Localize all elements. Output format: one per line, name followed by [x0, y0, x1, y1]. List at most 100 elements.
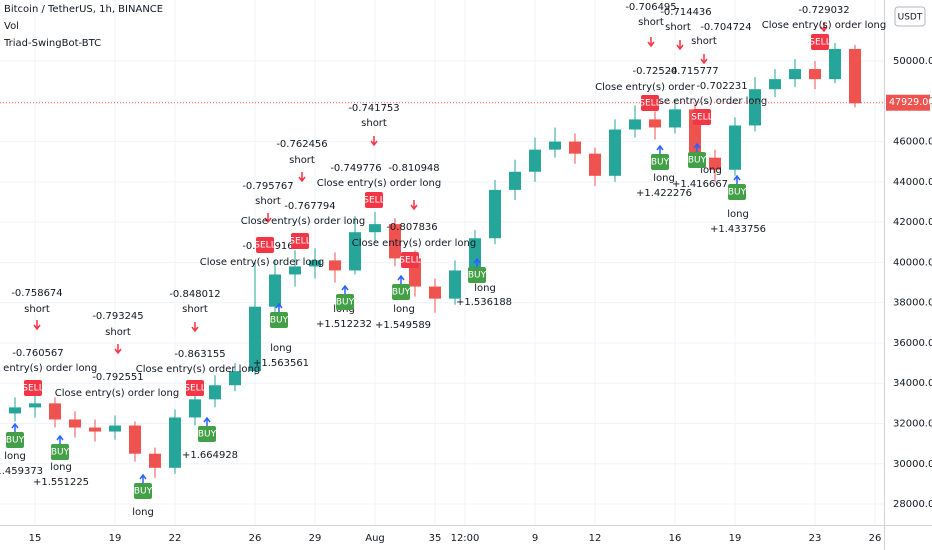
- x-tick-label: 19: [109, 533, 122, 544]
- buy-label: BUY: [336, 298, 355, 308]
- annotation: short: [105, 327, 131, 338]
- annotation: short: [638, 17, 664, 28]
- buy-marker: [198, 426, 216, 442]
- candle-body: [589, 153, 601, 176]
- annotation: long: [727, 209, 749, 220]
- buy-marker: [6, 432, 24, 448]
- x-tick-label: 29: [309, 533, 322, 544]
- last-price-label: 47929.00: [889, 97, 932, 108]
- candle-body: [69, 419, 81, 428]
- x-tick-label: 15: [29, 533, 42, 544]
- annotation: short: [361, 118, 387, 129]
- candle-body: [449, 270, 461, 299]
- sell-label: SELL: [289, 237, 310, 247]
- annotation: -0.729032: [798, 5, 849, 16]
- candle-body: [249, 306, 261, 372]
- indicator-label: Triad-SwingBot-BTC: [3, 38, 101, 49]
- candle-body: [469, 238, 481, 271]
- y-tick-label: 40000.00: [893, 257, 932, 268]
- y-tick-label: 30000.00: [893, 459, 932, 470]
- annotation: -0.706495: [625, 2, 676, 13]
- currency-label[interactable]: USDT: [898, 13, 923, 23]
- candle-body: [129, 425, 141, 454]
- x-tick-label: 35: [429, 533, 442, 544]
- buy-marker: [468, 267, 486, 283]
- candle-body: [29, 403, 41, 408]
- annotation: Close entry(s) order long: [0, 363, 97, 374]
- sell-marker: [641, 95, 659, 111]
- sell-marker: [291, 233, 309, 249]
- annotation: long: [50, 462, 72, 473]
- annotation: -0.848012: [169, 289, 220, 300]
- sell-label: SELL: [691, 113, 712, 123]
- sell-label: SELL: [184, 384, 205, 394]
- candle-body: [109, 425, 121, 432]
- y-tick-label: 36000.00: [893, 338, 932, 349]
- annotation: Close entry(s) order long: [55, 388, 179, 399]
- annotation: -0.749776: [330, 163, 381, 174]
- annotation: +1.551225: [33, 477, 89, 488]
- short-arrow: [820, 22, 828, 33]
- candle-body: [509, 171, 521, 190]
- candle-body: [669, 109, 681, 128]
- annotation: short: [24, 304, 50, 315]
- buy-label: BUY: [468, 271, 487, 281]
- annotation: +1.563561: [253, 358, 309, 369]
- y-tick-label: 32000.00: [893, 419, 932, 430]
- annotation: long: [270, 343, 292, 354]
- annotation: -0.714436: [660, 7, 711, 18]
- annotation: +1.416667: [672, 179, 728, 190]
- annotation: long: [474, 283, 496, 294]
- currency-button[interactable]: [894, 6, 926, 27]
- buy-label: BUY: [51, 448, 70, 458]
- sell-label: SELL: [254, 241, 275, 251]
- y-tick-label: 50000.00: [893, 56, 932, 67]
- candle-body: [629, 119, 641, 130]
- x-tick-label: 22: [169, 533, 182, 544]
- sell-label: SELL: [363, 196, 384, 206]
- annotation: short: [255, 196, 281, 207]
- candle-body: [849, 48, 861, 104]
- candle-body: [149, 453, 161, 468]
- last-price-box: [886, 94, 930, 111]
- buy-label: BUY: [728, 188, 747, 198]
- long-arrow: [11, 422, 19, 433]
- sell-label: SELL: [22, 384, 43, 394]
- buy-label: BUY: [6, 436, 25, 446]
- x-tick-label: 16: [669, 533, 682, 544]
- annotation: long: [132, 507, 154, 518]
- long-arrow: [656, 144, 664, 155]
- candle-body: [769, 79, 781, 90]
- short-arrow: [370, 136, 378, 147]
- y-tick-label: 46000.00: [893, 137, 932, 148]
- short-arrow: [114, 344, 122, 355]
- candle-body: [329, 260, 341, 271]
- sell-marker: [186, 380, 204, 396]
- annotation: -0.741753: [348, 103, 399, 114]
- long-arrow: [733, 174, 741, 185]
- sell-marker: [365, 192, 383, 208]
- annotation: short: [691, 36, 717, 47]
- sell-marker: [811, 34, 829, 50]
- long-arrow: [139, 473, 147, 484]
- candle-body: [789, 69, 801, 80]
- buy-label: BUY: [651, 158, 670, 168]
- sell-marker: [693, 109, 711, 125]
- candle-body: [529, 149, 541, 172]
- long-arrow: [397, 274, 405, 285]
- short-arrow: [191, 322, 199, 333]
- annotation: -0.715777: [667, 66, 718, 77]
- annotation: -0.762456: [276, 139, 327, 150]
- candle-body: [809, 69, 821, 80]
- long-arrow: [275, 302, 283, 313]
- candle-body: [89, 427, 101, 432]
- buy-label: BUY: [198, 430, 217, 440]
- candle-body: [429, 286, 441, 299]
- buy-label: BUY: [270, 316, 289, 326]
- x-tick-label: 12:00: [451, 533, 480, 544]
- buy-marker: [651, 154, 669, 170]
- long-arrow: [473, 257, 481, 268]
- annotation: -0.807836: [386, 222, 437, 233]
- sell-label: SELL: [809, 38, 830, 48]
